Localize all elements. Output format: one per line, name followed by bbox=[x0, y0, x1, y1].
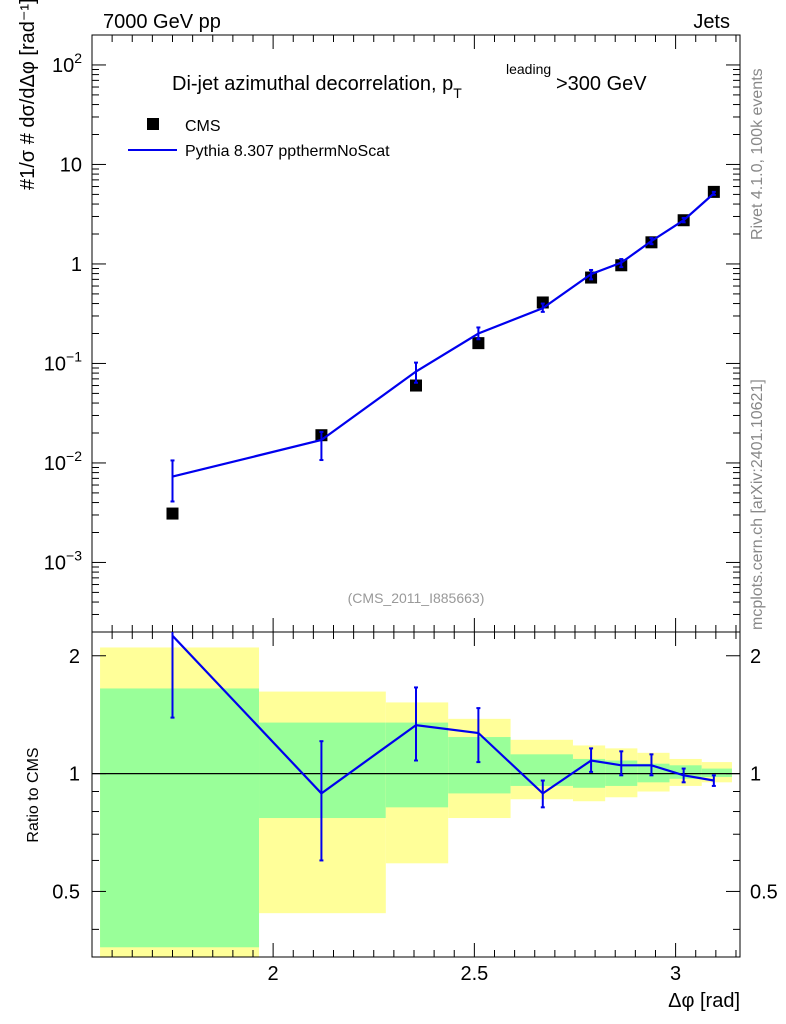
ratio-frame bbox=[91, 631, 741, 958]
y-tick-label-base: 10 bbox=[52, 55, 74, 77]
ratio-y-tick-label: 2 bbox=[69, 646, 80, 668]
cms-data-point bbox=[166, 507, 179, 520]
uncertainty-band-green bbox=[100, 688, 260, 948]
ratio-y-label: Ratio to CMS bbox=[25, 747, 42, 842]
x-tick-label: 2.5 bbox=[460, 963, 488, 985]
category-label: Jets bbox=[693, 11, 730, 33]
y-tick-label-exponent: −3 bbox=[66, 547, 82, 563]
ratio-y-tick-label-right: 0.5 bbox=[750, 881, 778, 903]
uncertainty-band-green bbox=[701, 768, 732, 778]
plot-title: Di-jet azimuthal decorrelation, pT bbox=[172, 73, 462, 101]
plot-title-sup: leading bbox=[506, 61, 551, 77]
ratio-series-layer bbox=[170, 632, 716, 862]
y-tick-label-base: 10 bbox=[60, 154, 82, 176]
legend-cms-label: CMS bbox=[185, 118, 221, 135]
uncertainty-band-green bbox=[448, 737, 511, 794]
main-series-layer bbox=[166, 185, 720, 520]
cms-data-point bbox=[472, 337, 485, 350]
plot-title-sub: T bbox=[453, 85, 462, 101]
y-tick-label-base: 10 bbox=[44, 453, 66, 475]
uncertainty-band-green bbox=[259, 722, 386, 819]
rivet-label: Rivet 4.1.0, 100k events bbox=[749, 68, 766, 240]
ratio-y-tick-label-right: 2 bbox=[750, 646, 761, 668]
y-tick-label: 10 bbox=[60, 154, 82, 176]
y-tick-label-base: 1 bbox=[71, 254, 82, 276]
y-tick-label: 10−3 bbox=[44, 547, 82, 574]
analysis-tag: (CMS_2011_I885663) bbox=[348, 590, 485, 606]
y-tick-label: 1 bbox=[71, 254, 82, 276]
y-tick-label: 10−2 bbox=[44, 448, 82, 475]
x-tick-label: 2 bbox=[268, 963, 279, 985]
ratio-axis-ticks bbox=[92, 632, 740, 957]
source-label: mcplots.cern.ch [arXiv:2401.10621] bbox=[749, 379, 766, 630]
cms-data-point bbox=[410, 379, 422, 392]
main-axis-ticks bbox=[92, 34, 740, 633]
y-tick-label-exponent: −1 bbox=[66, 348, 82, 364]
plot-title-main: Di-jet azimuthal decorrelation, p bbox=[172, 73, 453, 95]
legend: CMS Pythia 8.307 ppthermNoScat bbox=[128, 118, 390, 160]
main-y-label: #1/σ # dσ/dΔφ [rad⁻¹] bbox=[17, 0, 39, 190]
energy-label: 7000 GeV pp bbox=[103, 11, 221, 33]
ratio-y-tick-label-right: 1 bbox=[750, 764, 761, 786]
ratio-y-tick-label: 0.5 bbox=[52, 881, 80, 903]
plot-title-tail: >300 GeV bbox=[556, 73, 647, 95]
uncertainty-band-green bbox=[669, 765, 702, 779]
x-axis-label: Δφ [rad] bbox=[668, 990, 740, 1012]
legend-cms-marker bbox=[147, 118, 159, 130]
legend-pythia-label: Pythia 8.307 ppthermNoScat bbox=[185, 143, 390, 160]
y-tick-label: 102 bbox=[52, 50, 82, 77]
ratio-y-tick-label: 1 bbox=[69, 764, 80, 786]
uncertainty-band-green bbox=[385, 722, 449, 808]
y-tick-label-exponent: −2 bbox=[66, 448, 82, 464]
x-tick-label: 3 bbox=[670, 963, 681, 985]
pythia-series-line bbox=[172, 192, 715, 478]
y-tick-label: 10−1 bbox=[44, 348, 82, 375]
y-tick-label-base: 10 bbox=[44, 353, 66, 375]
y-tick-label-exponent: 2 bbox=[74, 50, 82, 66]
ratio-series-line bbox=[171, 634, 714, 795]
ratio-tick-labels: 0.5 0.5 1 1 2 2 2 2.5 3 bbox=[52, 646, 778, 985]
y-tick-label-base: 10 bbox=[44, 552, 66, 574]
